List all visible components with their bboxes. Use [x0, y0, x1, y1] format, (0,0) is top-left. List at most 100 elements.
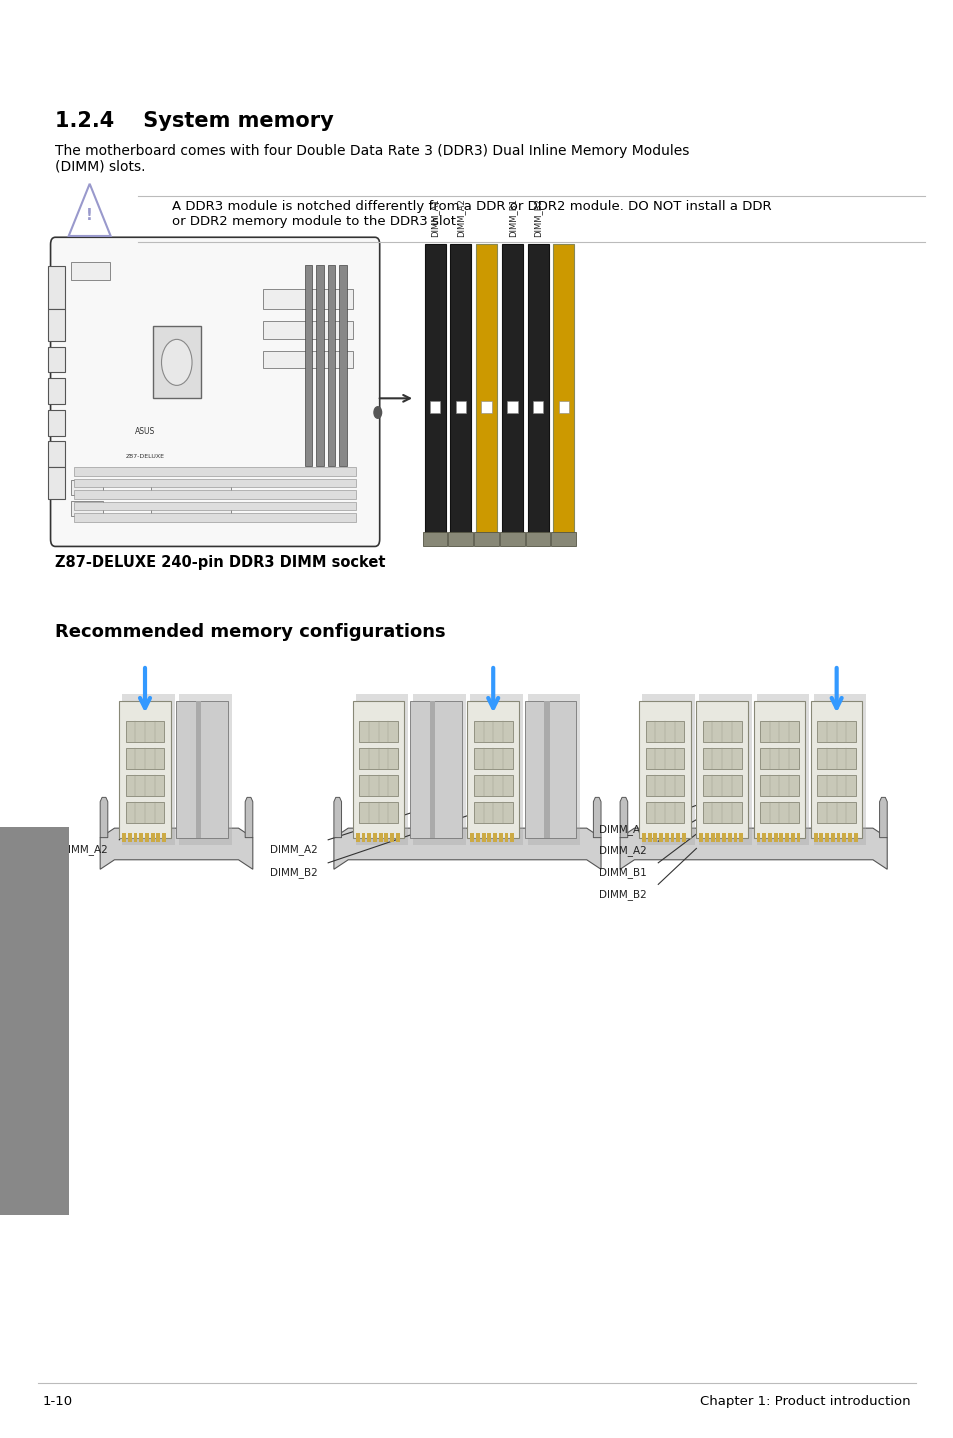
Bar	[527, 244, 548, 535]
Bar	[532, 401, 543, 413]
Polygon shape	[100, 828, 253, 869]
Bar	[74, 513, 355, 522]
Text: 1-10: 1-10	[43, 1395, 73, 1408]
Bar	[543, 702, 549, 837]
Bar	[122, 833, 126, 841]
Bar	[721, 833, 725, 841]
Text: 1.2.4    System memory: 1.2.4 System memory	[55, 111, 334, 131]
Bar	[702, 802, 740, 823]
Bar	[429, 702, 435, 837]
Bar	[551, 532, 576, 546]
Bar	[71, 500, 103, 516]
Bar	[126, 775, 164, 797]
Bar	[338, 265, 346, 466]
Bar	[767, 833, 771, 841]
Bar	[639, 702, 690, 837]
Bar	[779, 833, 782, 841]
Bar	[126, 748, 164, 769]
Bar	[0, 827, 69, 1215]
Bar	[498, 833, 502, 841]
Bar	[474, 720, 512, 742]
Bar	[641, 833, 645, 841]
Polygon shape	[100, 797, 108, 837]
Bar	[126, 802, 164, 823]
Bar	[315, 265, 323, 466]
Bar	[71, 262, 110, 280]
Text: Recommended memory configurations: Recommended memory configurations	[55, 623, 445, 641]
Bar	[499, 532, 524, 546]
Bar	[641, 693, 694, 844]
Bar	[156, 833, 160, 841]
Bar	[676, 833, 679, 841]
Text: DIMM_A2: DIMM_A2	[270, 844, 317, 856]
Bar	[133, 833, 137, 841]
Text: A DDR3 module is notched differently from a DDR or DDR2 module. DO NOT install a: A DDR3 module is notched differently fro…	[172, 200, 771, 227]
Bar	[48, 410, 65, 436]
Bar	[507, 401, 517, 413]
Bar	[179, 693, 232, 844]
Bar	[413, 693, 465, 844]
Bar	[128, 833, 132, 841]
Text: DIMM_A2: DIMM_A2	[598, 846, 646, 857]
Bar	[367, 833, 371, 841]
Bar	[126, 720, 164, 742]
Bar	[784, 833, 788, 841]
Bar	[810, 702, 862, 837]
Bar	[359, 775, 397, 797]
Text: DIMM_A1: DIMM_A1	[430, 198, 439, 237]
Text: DIMM_B2: DIMM_B2	[533, 198, 542, 237]
Polygon shape	[879, 797, 886, 837]
Text: DIMM_B1: DIMM_B1	[507, 198, 517, 237]
Bar	[422, 532, 447, 546]
Bar	[841, 833, 845, 841]
Bar	[817, 802, 855, 823]
Bar	[474, 532, 498, 546]
Bar	[359, 802, 397, 823]
Bar	[504, 833, 508, 841]
Bar	[139, 833, 143, 841]
Circle shape	[374, 407, 381, 418]
Polygon shape	[593, 797, 600, 837]
Bar	[48, 347, 65, 372]
Bar	[813, 833, 817, 841]
Text: DIMM_B1: DIMM_B1	[598, 867, 646, 879]
Text: DIMM_B2: DIMM_B2	[270, 867, 317, 879]
Bar	[493, 833, 497, 841]
Bar	[48, 266, 65, 309]
Bar	[790, 833, 794, 841]
Text: Z87-DELUXE: Z87-DELUXE	[125, 454, 164, 459]
Bar	[162, 833, 166, 841]
Bar	[817, 748, 855, 769]
Bar	[760, 802, 798, 823]
Bar	[474, 802, 512, 823]
Bar	[487, 833, 491, 841]
Bar	[48, 378, 65, 404]
Circle shape	[161, 339, 192, 385]
Bar	[553, 244, 574, 535]
Bar	[710, 833, 714, 841]
Bar	[525, 532, 550, 546]
Bar	[476, 833, 479, 841]
Bar	[524, 702, 576, 837]
Bar	[760, 775, 798, 797]
Bar	[813, 693, 865, 844]
Bar	[664, 833, 668, 841]
Text: ASUS: ASUS	[134, 427, 154, 436]
Bar	[119, 702, 171, 837]
Bar	[145, 833, 149, 841]
Bar	[830, 833, 834, 841]
Bar	[304, 265, 312, 466]
Polygon shape	[334, 828, 600, 869]
Bar	[645, 775, 683, 797]
Bar	[450, 244, 471, 535]
Bar	[645, 748, 683, 769]
Bar	[733, 833, 737, 841]
Bar	[739, 833, 742, 841]
Bar	[645, 720, 683, 742]
Bar	[384, 833, 388, 841]
Text: DIMM_A2: DIMM_A2	[456, 198, 465, 237]
Bar	[756, 833, 760, 841]
Bar	[699, 693, 751, 844]
Bar	[702, 775, 740, 797]
Bar	[151, 833, 154, 841]
